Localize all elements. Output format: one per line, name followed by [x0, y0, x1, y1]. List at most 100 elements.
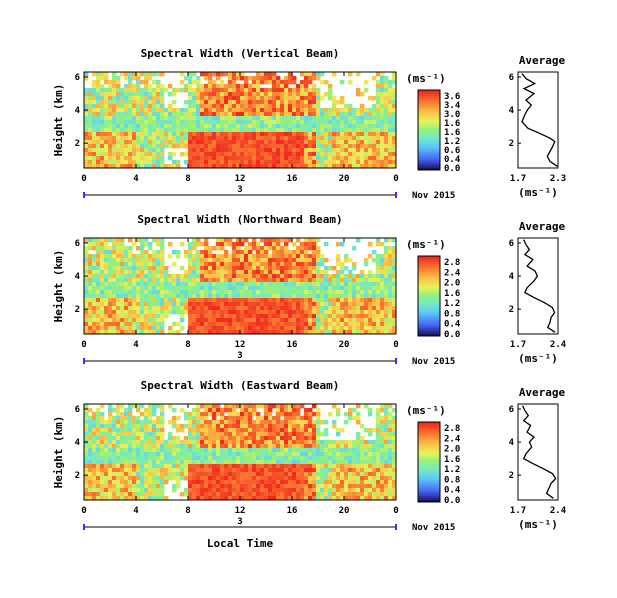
heatmap-cell	[320, 160, 325, 165]
heatmap-cell	[132, 136, 137, 141]
heatmap-cell	[192, 440, 197, 445]
heatmap-cell	[388, 116, 393, 121]
heatmap-cell	[204, 108, 209, 113]
heatmap-cell	[344, 274, 349, 279]
heatmap-cell	[276, 452, 281, 457]
heatmap-cell	[208, 278, 213, 283]
heatmap-cell	[352, 330, 357, 335]
heatmap-cell	[156, 112, 161, 117]
heatmap-cell	[300, 120, 305, 125]
heatmap-cell	[372, 164, 377, 169]
heatmap-cell	[224, 294, 229, 299]
heatmap-cell	[212, 432, 217, 437]
heatmap-cell	[116, 238, 121, 243]
heatmap-cell	[344, 326, 349, 331]
heatmap-cell	[208, 100, 213, 105]
heatmap-cell	[92, 124, 97, 129]
heatmap-cell	[244, 88, 249, 93]
heatmap-cell	[160, 278, 165, 283]
heatmap-cell	[172, 420, 177, 425]
heatmap-cell	[228, 306, 233, 311]
heatmap-cell	[148, 156, 153, 161]
heatmap-cell	[136, 484, 141, 489]
heatmap-cell	[384, 136, 389, 141]
heatmap-cell	[124, 76, 129, 81]
heatmap-cell	[332, 286, 337, 291]
heatmap-cell	[392, 88, 397, 93]
heatmap-cell	[200, 440, 205, 445]
y-tick-label: 2	[75, 305, 80, 315]
heatmap-cell	[296, 472, 301, 477]
heatmap-cell	[140, 160, 145, 165]
heatmap-cell	[148, 104, 153, 109]
heatmap-cell	[164, 136, 169, 141]
heatmap-cell	[312, 318, 317, 323]
heatmap-cell	[200, 416, 205, 421]
heatmap-cell	[324, 290, 329, 295]
heatmap-cell	[132, 132, 137, 137]
heatmap-cell	[200, 420, 205, 425]
heatmap-cell	[208, 132, 213, 137]
heatmap-cell	[272, 140, 277, 145]
heatmap-cell	[160, 298, 165, 303]
heatmap-cell	[356, 302, 361, 307]
heatmap-cell	[304, 302, 309, 307]
heatmap-cell	[192, 444, 197, 449]
heatmap-cell	[264, 136, 269, 141]
heatmap-cell	[140, 472, 145, 477]
heatmap-cell	[224, 136, 229, 141]
heatmap-cell	[356, 416, 361, 421]
heatmap-cell	[196, 460, 201, 465]
heatmap-cell	[228, 100, 233, 105]
heatmap-cell	[272, 266, 277, 271]
heatmap-cell	[128, 250, 133, 255]
heatmap-cell	[248, 164, 253, 169]
heatmap-cell	[204, 84, 209, 89]
heatmap-cell	[248, 480, 253, 485]
heatmap-cell	[368, 270, 373, 275]
heatmap-cell	[356, 148, 361, 153]
heatmap-cell	[180, 132, 185, 137]
heatmap-cell	[204, 322, 209, 327]
heatmap-cell	[176, 424, 181, 429]
heatmap-cell	[208, 116, 213, 121]
heatmap-cell	[304, 448, 309, 453]
heatmap-cell	[140, 274, 145, 279]
heatmap-cell	[352, 298, 357, 303]
y-tick-label: 4	[75, 272, 81, 282]
heatmap-cell	[280, 476, 285, 481]
heatmap-cell	[140, 412, 145, 417]
heatmap-cell	[168, 306, 173, 311]
heatmap-cell	[100, 258, 105, 263]
heatmap-cell	[208, 452, 213, 457]
heatmap-cell	[156, 148, 161, 153]
heatmap-cell	[312, 322, 317, 327]
heatmap-cell	[376, 116, 381, 121]
heatmap-cell	[220, 274, 225, 279]
heatmap-cell	[156, 144, 161, 149]
heatmap-cell	[248, 92, 253, 97]
heatmap-cell	[340, 294, 345, 299]
heatmap-cell	[232, 132, 237, 137]
heatmap-cell	[248, 254, 253, 259]
heatmap-cell	[92, 274, 97, 279]
heatmap-cell	[168, 84, 173, 89]
heatmap-cell	[172, 120, 177, 125]
heatmap-cell	[360, 128, 365, 133]
heatmap-cell	[236, 460, 241, 465]
heatmap-cell	[96, 464, 101, 469]
heatmap-cell	[348, 140, 353, 145]
heatmap-cell	[356, 92, 361, 97]
heatmap-cell	[272, 246, 277, 251]
heatmap-cell	[296, 314, 301, 319]
heatmap-cell	[204, 242, 209, 247]
heatmap-cell	[340, 476, 345, 481]
heatmap-cell	[220, 322, 225, 327]
heatmap-cell	[384, 250, 389, 255]
heatmap-cell	[168, 452, 173, 457]
heatmap-cell	[292, 76, 297, 81]
heatmap-cell	[392, 290, 397, 295]
heatmap-cell	[188, 92, 193, 97]
heatmap-cell	[192, 160, 197, 165]
heatmap-cell	[368, 322, 373, 327]
